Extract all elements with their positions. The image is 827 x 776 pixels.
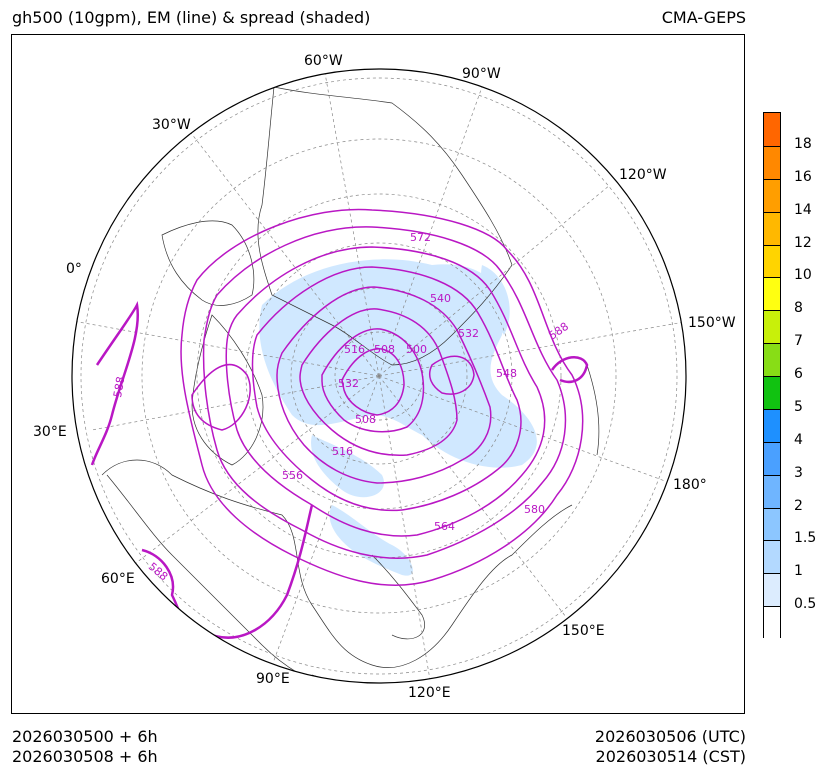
colorbar-segment (764, 113, 780, 146)
lon-label-150e: 150°E (562, 623, 605, 639)
colorbar-segment (764, 343, 780, 376)
colorbar-segment (764, 606, 780, 639)
colorbar-segment (764, 474, 780, 508)
contour-label: 580 (524, 503, 545, 516)
contour-label: 508 (355, 413, 376, 426)
colorbar-segment (764, 573, 780, 607)
init-time-cst: 2026030508 + 6h (12, 747, 158, 766)
colorbar-segment (764, 211, 780, 245)
colorbar-label: 8 (794, 300, 803, 317)
lon-label-0: 0° (66, 261, 82, 277)
model-name: CMA-GEPS (661, 8, 746, 27)
colorbar-label: 6 (794, 366, 803, 382)
colorbar-segment (764, 376, 780, 409)
contour-label: 556 (282, 469, 303, 482)
colorbar-segment (764, 507, 780, 541)
chart-title: gh500 (10gpm), EM (line) & spread (shade… (12, 8, 371, 27)
valid-time-utc: 2026030506 (UTC) (594, 727, 746, 746)
lon-label-120w: 120°W (619, 167, 667, 183)
colorbar-segment (764, 277, 780, 311)
contour-label: 564 (434, 520, 455, 533)
lon-label-30w: 30°W (152, 117, 191, 133)
contour-labels: 572 540 532 500 508 516 532 508 516 548 … (111, 231, 571, 583)
map-frame: 572 540 532 500 508 516 532 508 516 548 … (11, 34, 745, 714)
lon-label-180: 180° (673, 477, 707, 493)
contour-label: 516 (344, 343, 365, 356)
colorbar-segment (764, 441, 780, 475)
colorbar-label: 14 (794, 201, 812, 218)
colorbar-segment (764, 310, 780, 344)
colorbar-segment (764, 178, 780, 212)
colorbar-label: 5 (794, 398, 803, 415)
colorbar-label: 18 (794, 135, 812, 152)
colorbar-label: 2 (794, 497, 803, 514)
colorbar-label: 12 (794, 234, 812, 251)
contour-label: 532 (458, 327, 479, 340)
lon-label-120e: 120°E (408, 685, 451, 701)
init-time-utc: 2026030500 + 6h (12, 727, 158, 746)
colorbar-segment (764, 540, 780, 574)
colorbar-label: 3 (794, 464, 803, 481)
valid-time-cst: 2026030514 (CST) (595, 747, 746, 766)
contour-label: 508 (374, 343, 395, 356)
contour-label: 516 (332, 445, 353, 458)
colorbar-label: 10 (794, 267, 812, 284)
graticule (72, 72, 685, 681)
longitude-labels: 60°W 90°W 30°W 120°W 0° 150°W 30°E 180° … (33, 53, 736, 701)
lon-label-30e: 30°E (33, 424, 67, 440)
contour-label: 548 (496, 367, 517, 380)
spread-shading (259, 259, 537, 576)
contour-label: 540 (430, 292, 451, 305)
colorbar-label: 0.5 (794, 596, 817, 613)
colorbar-label: 1.5 (794, 530, 817, 547)
contour-label: 500 (406, 343, 427, 356)
polar-map: 572 540 532 500 508 516 532 508 516 548 … (33, 53, 736, 701)
colorbar-label: 7 (794, 333, 803, 350)
colorbar-segment (764, 244, 780, 278)
lon-label-60w: 60°W (304, 53, 343, 69)
lon-label-60e: 60°E (101, 571, 135, 587)
colorbar-label: 4 (794, 431, 803, 448)
map-boundary (71, 68, 687, 684)
height-contours (90, 208, 589, 661)
lon-label-90e: 90°E (256, 671, 290, 687)
contour-label: 572 (410, 231, 431, 244)
contour-label: 588 (111, 376, 127, 399)
contour-label: 588 (546, 320, 571, 343)
colorbar-segment (764, 408, 780, 442)
colorbar-label: 1 (794, 563, 803, 580)
colorbar-label: 16 (794, 168, 812, 185)
contour-label: 532 (338, 377, 359, 390)
colorbar (763, 112, 781, 639)
lon-label-90w: 90°W (462, 66, 501, 82)
colorbar-segment (764, 145, 780, 179)
lon-label-150w: 150°W (688, 315, 736, 331)
